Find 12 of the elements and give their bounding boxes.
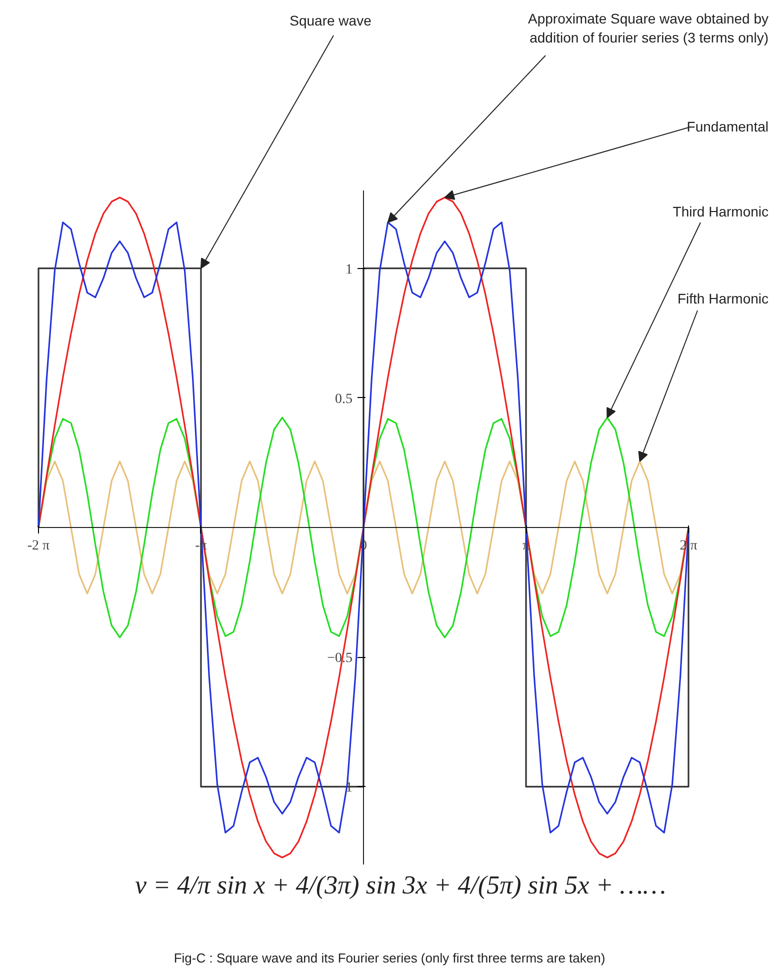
x-tick-label: π (522, 538, 530, 554)
text: Fig-C : Square wave and its Fourier series (only first three terms are taken) (174, 950, 606, 966)
x-tick-label: -2 π (27, 538, 50, 554)
x-tick-label: 0 (360, 538, 367, 554)
y-tick-label: 1 (346, 262, 352, 278)
annotation: Approximate Square wave obtained by addition of fourier series (3 terms only) (528, 10, 769, 46)
annotation: Fundamental (686, 118, 768, 134)
annotation: Fifth Harmonic (677, 290, 769, 306)
annotation: Square wave (290, 12, 372, 28)
text: ν = 4/π sin x + 4/(3π) sin 3x + 4/(5π) sin 5x + …… (135, 870, 666, 900)
annotation: Third Harmonic (672, 204, 769, 220)
y-tick-label: 0.5 (335, 392, 352, 407)
